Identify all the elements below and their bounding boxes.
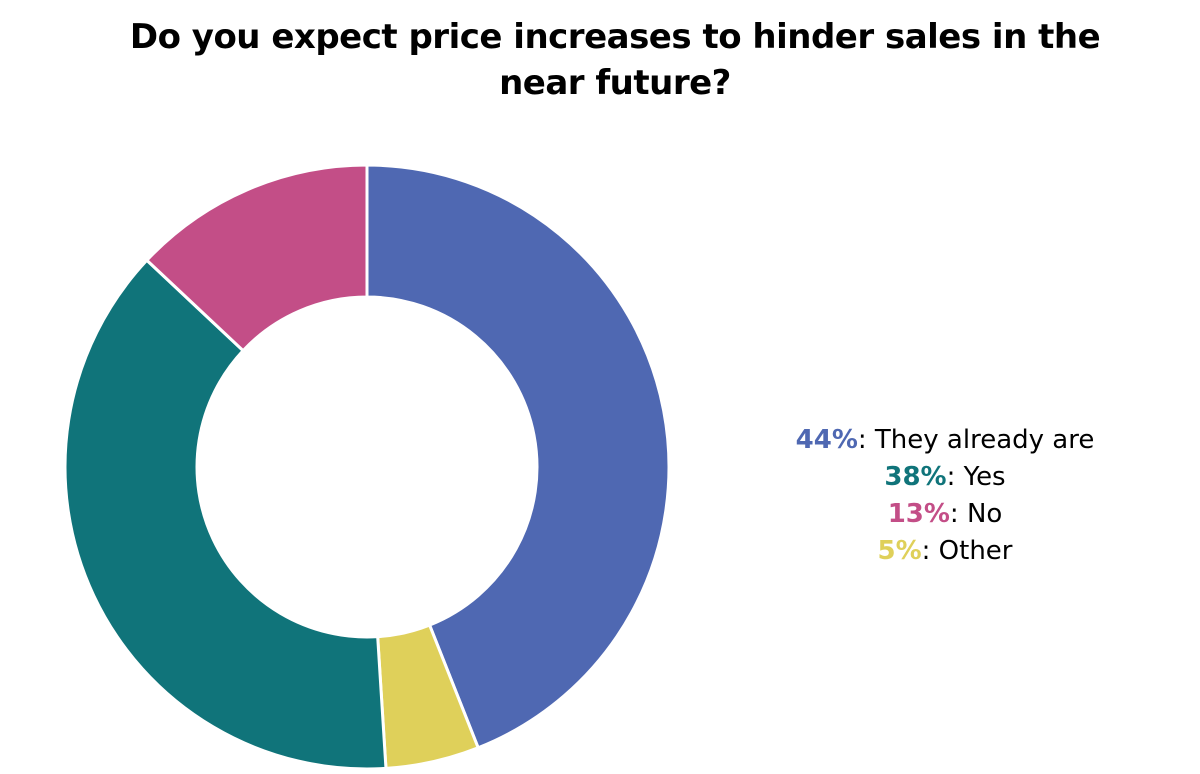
legend-percent: 13% [887, 499, 950, 529]
chart-legend: 44%: They already are 38%: Yes 13%: No 5%: … [730, 422, 1160, 570]
legend-percent: 5% [877, 536, 922, 566]
chart-title-line-1: Do you expect price increases to hinder … [129, 17, 1101, 57]
donut-slice-they-already-are [365, 163, 671, 750]
legend-label: : No [949, 499, 1003, 529]
donut-slice-no [144, 163, 369, 353]
legend-item-yes: 38%: Yes [730, 459, 1160, 496]
legend-label: : Yes [946, 462, 1006, 492]
legend-percent: 44% [795, 425, 858, 455]
legend-percent: 38% [884, 462, 947, 492]
chart-title: Do you expect price increases to hinder … [100, 14, 1130, 106]
legend-label: : They already are [857, 425, 1095, 455]
legend-item-other: 5%: Other [730, 533, 1160, 570]
chart-title-line-2: near future? [499, 63, 731, 103]
legend-item-they-already-are: 44%: They already are [730, 422, 1160, 459]
legend-item-no: 13%: No [730, 496, 1160, 533]
donut-slice-yes [63, 258, 388, 771]
legend-label: : Other [921, 536, 1013, 566]
